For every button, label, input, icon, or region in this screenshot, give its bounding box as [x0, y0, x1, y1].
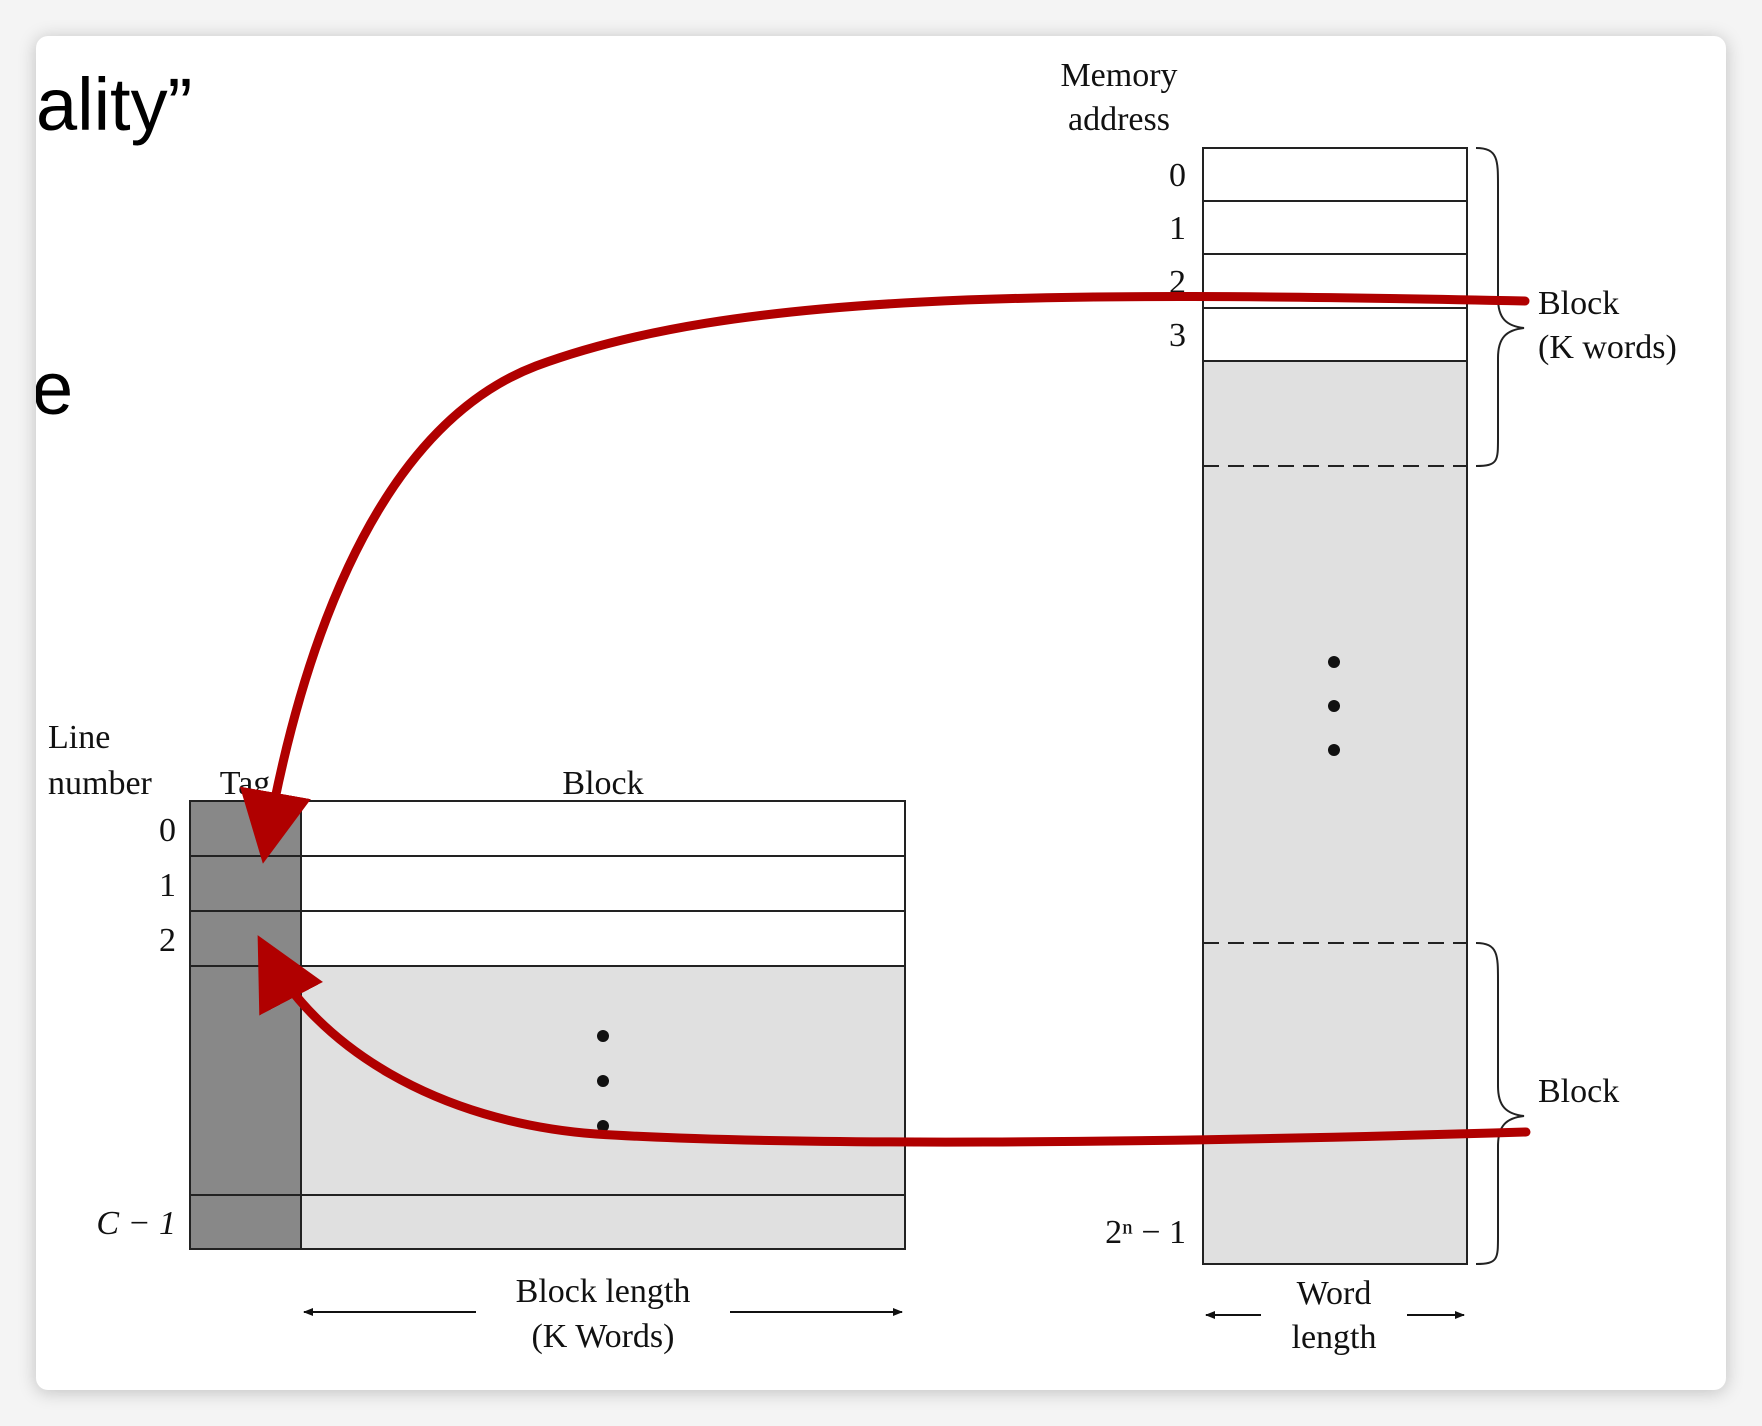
slide-card: ality” e Line number Tag Block — [36, 36, 1726, 1390]
memory-address-label: 1 — [1169, 210, 1186, 247]
cache-table — [189, 800, 906, 1250]
ellipsis-dot — [1328, 700, 1340, 712]
top-block-label: (K words) — [1538, 329, 1677, 366]
bottom-block-brace — [1475, 942, 1525, 1265]
cache-block-header: Block — [562, 765, 643, 802]
memory-address-label: 3 — [1169, 317, 1186, 354]
line-number-label: Line — [48, 719, 110, 756]
ellipsis-dot — [1328, 744, 1340, 756]
cache-row-label: C − 1 — [96, 1205, 176, 1242]
tag-header: Tag — [220, 765, 271, 802]
memory-outline — [1202, 147, 1468, 1265]
memory-address-header: address — [1068, 101, 1170, 138]
mapping-arrow-bottom — [257, 935, 1531, 1147]
ellipsis-dot — [597, 1075, 609, 1087]
cache-row-label: 2 — [159, 922, 176, 959]
mapping-arrow-top — [239, 292, 1530, 864]
cache-block-column — [300, 800, 906, 1250]
memory-address-label: 2 — [1169, 264, 1186, 301]
cache-row-label: 0 — [159, 812, 176, 849]
block-length-label: Block length — [516, 1273, 691, 1310]
memory-address-label: 2ⁿ − 1 — [1105, 1214, 1186, 1251]
cache-mapping-diagram: Line number Tag Block 0 1 2 C − 1 Block … — [48, 57, 1677, 1356]
word-length-label: Word — [1297, 1275, 1372, 1312]
cache-shaded-area — [301, 966, 905, 1249]
block-length-label: (K Words) — [531, 1318, 674, 1355]
memory-address-label: 0 — [1169, 157, 1186, 194]
slide-text-fragment: e — [36, 347, 74, 430]
bottom-block-label: Block — [1538, 1073, 1619, 1110]
cache-row-label: 1 — [159, 867, 176, 904]
ellipsis-dot — [597, 1120, 609, 1132]
cache-tag-column — [189, 800, 302, 1250]
word-length-label: length — [1292, 1319, 1377, 1356]
ellipsis-dot — [597, 1030, 609, 1042]
memory-shaded-area — [1203, 361, 1467, 1264]
memory-address-header: Memory — [1060, 57, 1177, 94]
ellipsis-dot — [1328, 656, 1340, 668]
line-number-label: number — [48, 765, 153, 802]
top-block-brace — [1475, 147, 1525, 467]
slide-title-fragment: ality” — [36, 63, 193, 146]
top-block-label: Block — [1538, 285, 1619, 322]
memory-column — [1202, 147, 1468, 1265]
